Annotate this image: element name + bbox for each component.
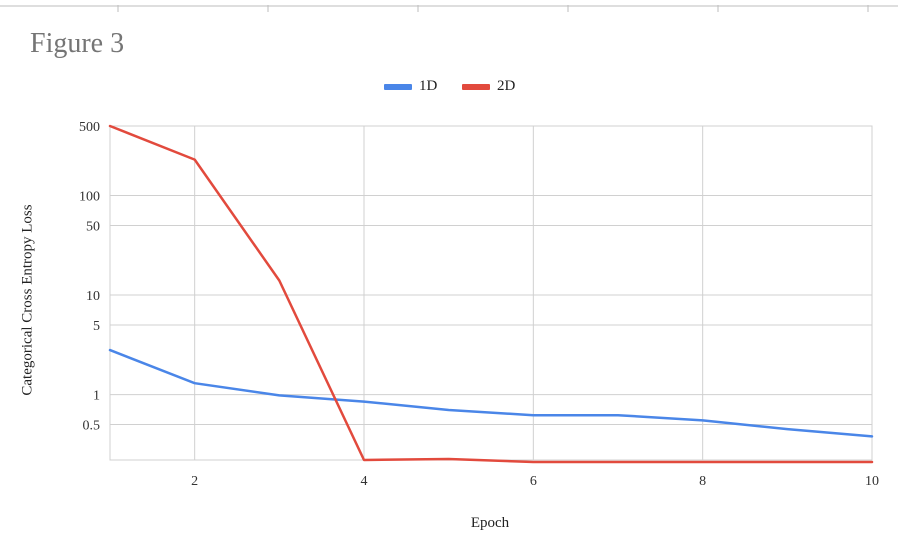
series-layer bbox=[108, 124, 874, 464]
y-tick-label: 1 bbox=[93, 389, 100, 404]
legend-swatch-2d bbox=[462, 83, 490, 90]
chart-legend: 1D 2D bbox=[0, 78, 898, 98]
y-tick-label: 5 bbox=[93, 319, 100, 334]
top-table-border bbox=[0, 0, 898, 12]
legend-swatch-1d bbox=[384, 83, 412, 90]
x-axis-label: Epoch bbox=[470, 515, 510, 531]
series-line-1d bbox=[108, 348, 874, 438]
top-border-lines bbox=[0, 5, 898, 12]
legend-item-2d: 2D bbox=[462, 78, 515, 95]
y-tick-label: 10 bbox=[86, 289, 100, 304]
x-tick-label: 2 bbox=[191, 474, 198, 489]
legend-item-1d: 1D bbox=[384, 78, 437, 95]
y-tick-label: 0.5 bbox=[83, 419, 101, 434]
figure-title: Figure 3 bbox=[30, 28, 125, 59]
tick-label-layer: 500 100 50 10 5 1 0.5 2 4 6 8 10 bbox=[79, 120, 879, 489]
legend-label-1d: 1D bbox=[419, 78, 438, 94]
x-tick-label: 10 bbox=[865, 474, 879, 489]
x-tick-label: 4 bbox=[361, 474, 368, 489]
x-tick-label: 8 bbox=[699, 474, 706, 489]
x-tick-label: 6 bbox=[530, 474, 537, 489]
y-tick-label: 50 bbox=[86, 220, 100, 235]
y-axis-label: Categorical Cross Entropy Loss bbox=[19, 204, 36, 396]
series-line-2d bbox=[108, 124, 874, 464]
y-tick-label: 500 bbox=[79, 120, 100, 135]
grid-layer bbox=[109, 125, 873, 461]
plot-frame bbox=[109, 125, 873, 461]
legend-label-2d: 2D bbox=[497, 78, 516, 94]
y-tick-label: 100 bbox=[79, 190, 100, 205]
